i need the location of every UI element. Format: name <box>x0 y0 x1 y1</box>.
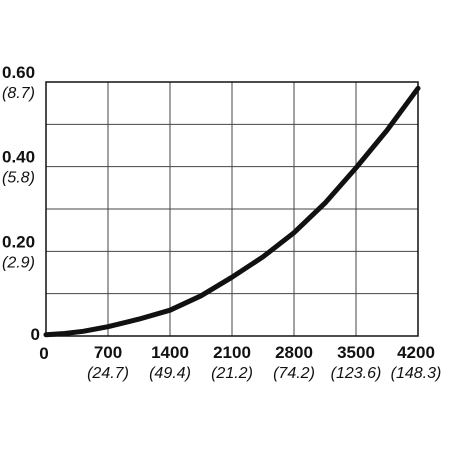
x-tick-label-2800: 2800 <box>275 343 313 362</box>
x-tick-label-4200: 4200 <box>397 343 435 362</box>
x-tick-alt-4200: (148.3) <box>391 365 442 382</box>
y-tick-label-0.60: 0.60 <box>2 63 35 82</box>
x-tick-label-1400: 1400 <box>151 343 189 362</box>
x-tick-alt-700: (24.7) <box>87 365 129 382</box>
x-tick-label-2100: 2100 <box>213 343 251 362</box>
y-tick-alt-0.40: (5.8) <box>2 170 35 187</box>
y-tick-alt-0.60: (8.7) <box>2 85 35 102</box>
y-tick-label-0.40: 0.40 <box>2 148 35 167</box>
x-tick-alt-2100: (21.2) <box>211 365 253 382</box>
x-tick-alt-3500: (123.6) <box>331 365 382 382</box>
x-tick-alt-1400: (49.4) <box>149 365 191 382</box>
y-tick-label-0.20: 0.20 <box>2 232 35 251</box>
y-tick-labels: 0 0.20 (2.9) 0.40 (5.8) 0.60 (8.7) <box>2 63 40 344</box>
x-tick-label-700: 700 <box>94 343 122 362</box>
x-tick-labels: 0 700 (24.7) 1400 (49.4) 2100 (21.2) 2800 (74.2)… <box>39 343 441 382</box>
x-tick-label-3500: 3500 <box>337 343 375 362</box>
x-tick-label-0: 0 <box>39 344 48 363</box>
series-line <box>43 85 421 338</box>
y-tick-alt-0.20: (2.9) <box>2 254 35 271</box>
y-tick-label-0: 0 <box>31 325 40 344</box>
plot-frame <box>45 81 419 337</box>
x-tick-alt-2800: (74.2) <box>273 365 315 382</box>
